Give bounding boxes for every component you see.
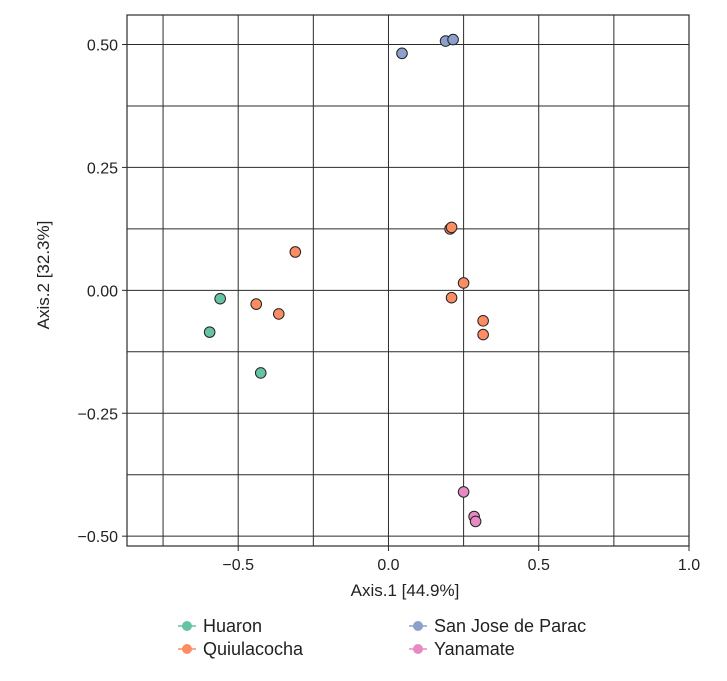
- legend: Huaron Quiulacocha San Jose de Parac Yanama…: [178, 616, 586, 659]
- data-point: [250, 298, 263, 310]
- legend-item: Yanamate: [409, 639, 515, 659]
- data-point: [396, 47, 408, 60]
- data-point: [445, 291, 458, 304]
- legend-label: Yanamate: [434, 639, 515, 659]
- data-point: [447, 33, 459, 46]
- data-point: [289, 246, 302, 258]
- grid-lines: [127, 15, 689, 546]
- data-point: [214, 292, 226, 305]
- y-axis-title: Axis.2 [32.3%]: [34, 221, 53, 330]
- x-tick-label: 0.0: [377, 557, 399, 574]
- data-point: [457, 486, 470, 498]
- x-axis-title: Axis.1 [44.9%]: [351, 581, 460, 600]
- legend-item: Quiulacocha: [178, 639, 304, 659]
- legend-label: Huaron: [203, 616, 262, 636]
- x-tick-label: −0.5: [222, 557, 254, 574]
- y-tick-label: 0.50: [87, 38, 118, 55]
- y-tick-label: −0.50: [78, 529, 119, 546]
- data-point: [254, 367, 267, 379]
- plot-frame: [126, 14, 690, 547]
- legend-marker: [182, 621, 192, 631]
- data-point: [272, 308, 285, 320]
- plot-border: [126, 14, 690, 547]
- data-point: [477, 315, 489, 327]
- x-tick-label: 1.0: [678, 557, 700, 574]
- y-tick-label: 0.00: [87, 283, 118, 300]
- x-tick-label: 0.5: [528, 557, 550, 574]
- legend-label: San Jose de Parac: [434, 616, 586, 636]
- data-point: [203, 326, 216, 338]
- x-axis-ticks: −0.5 0.0 0.5 1.0: [222, 546, 700, 574]
- legend-item: San Jose de Parac: [409, 616, 586, 636]
- data-point: [457, 277, 470, 289]
- data-point: [477, 328, 489, 341]
- y-tick-label: −0.25: [78, 406, 119, 423]
- legend-marker: [413, 644, 423, 654]
- data-point: [469, 515, 482, 528]
- legend-marker: [182, 644, 192, 654]
- y-axis-ticks: 0.50 0.25 0.00 −0.25 −0.50: [78, 38, 127, 546]
- data-point: [445, 221, 458, 234]
- legend-marker: [413, 621, 423, 631]
- y-tick-label: 0.25: [87, 160, 118, 177]
- data-points: [203, 33, 489, 528]
- legend-label: Quiulacocha: [203, 639, 304, 659]
- legend-item: Huaron: [178, 616, 262, 636]
